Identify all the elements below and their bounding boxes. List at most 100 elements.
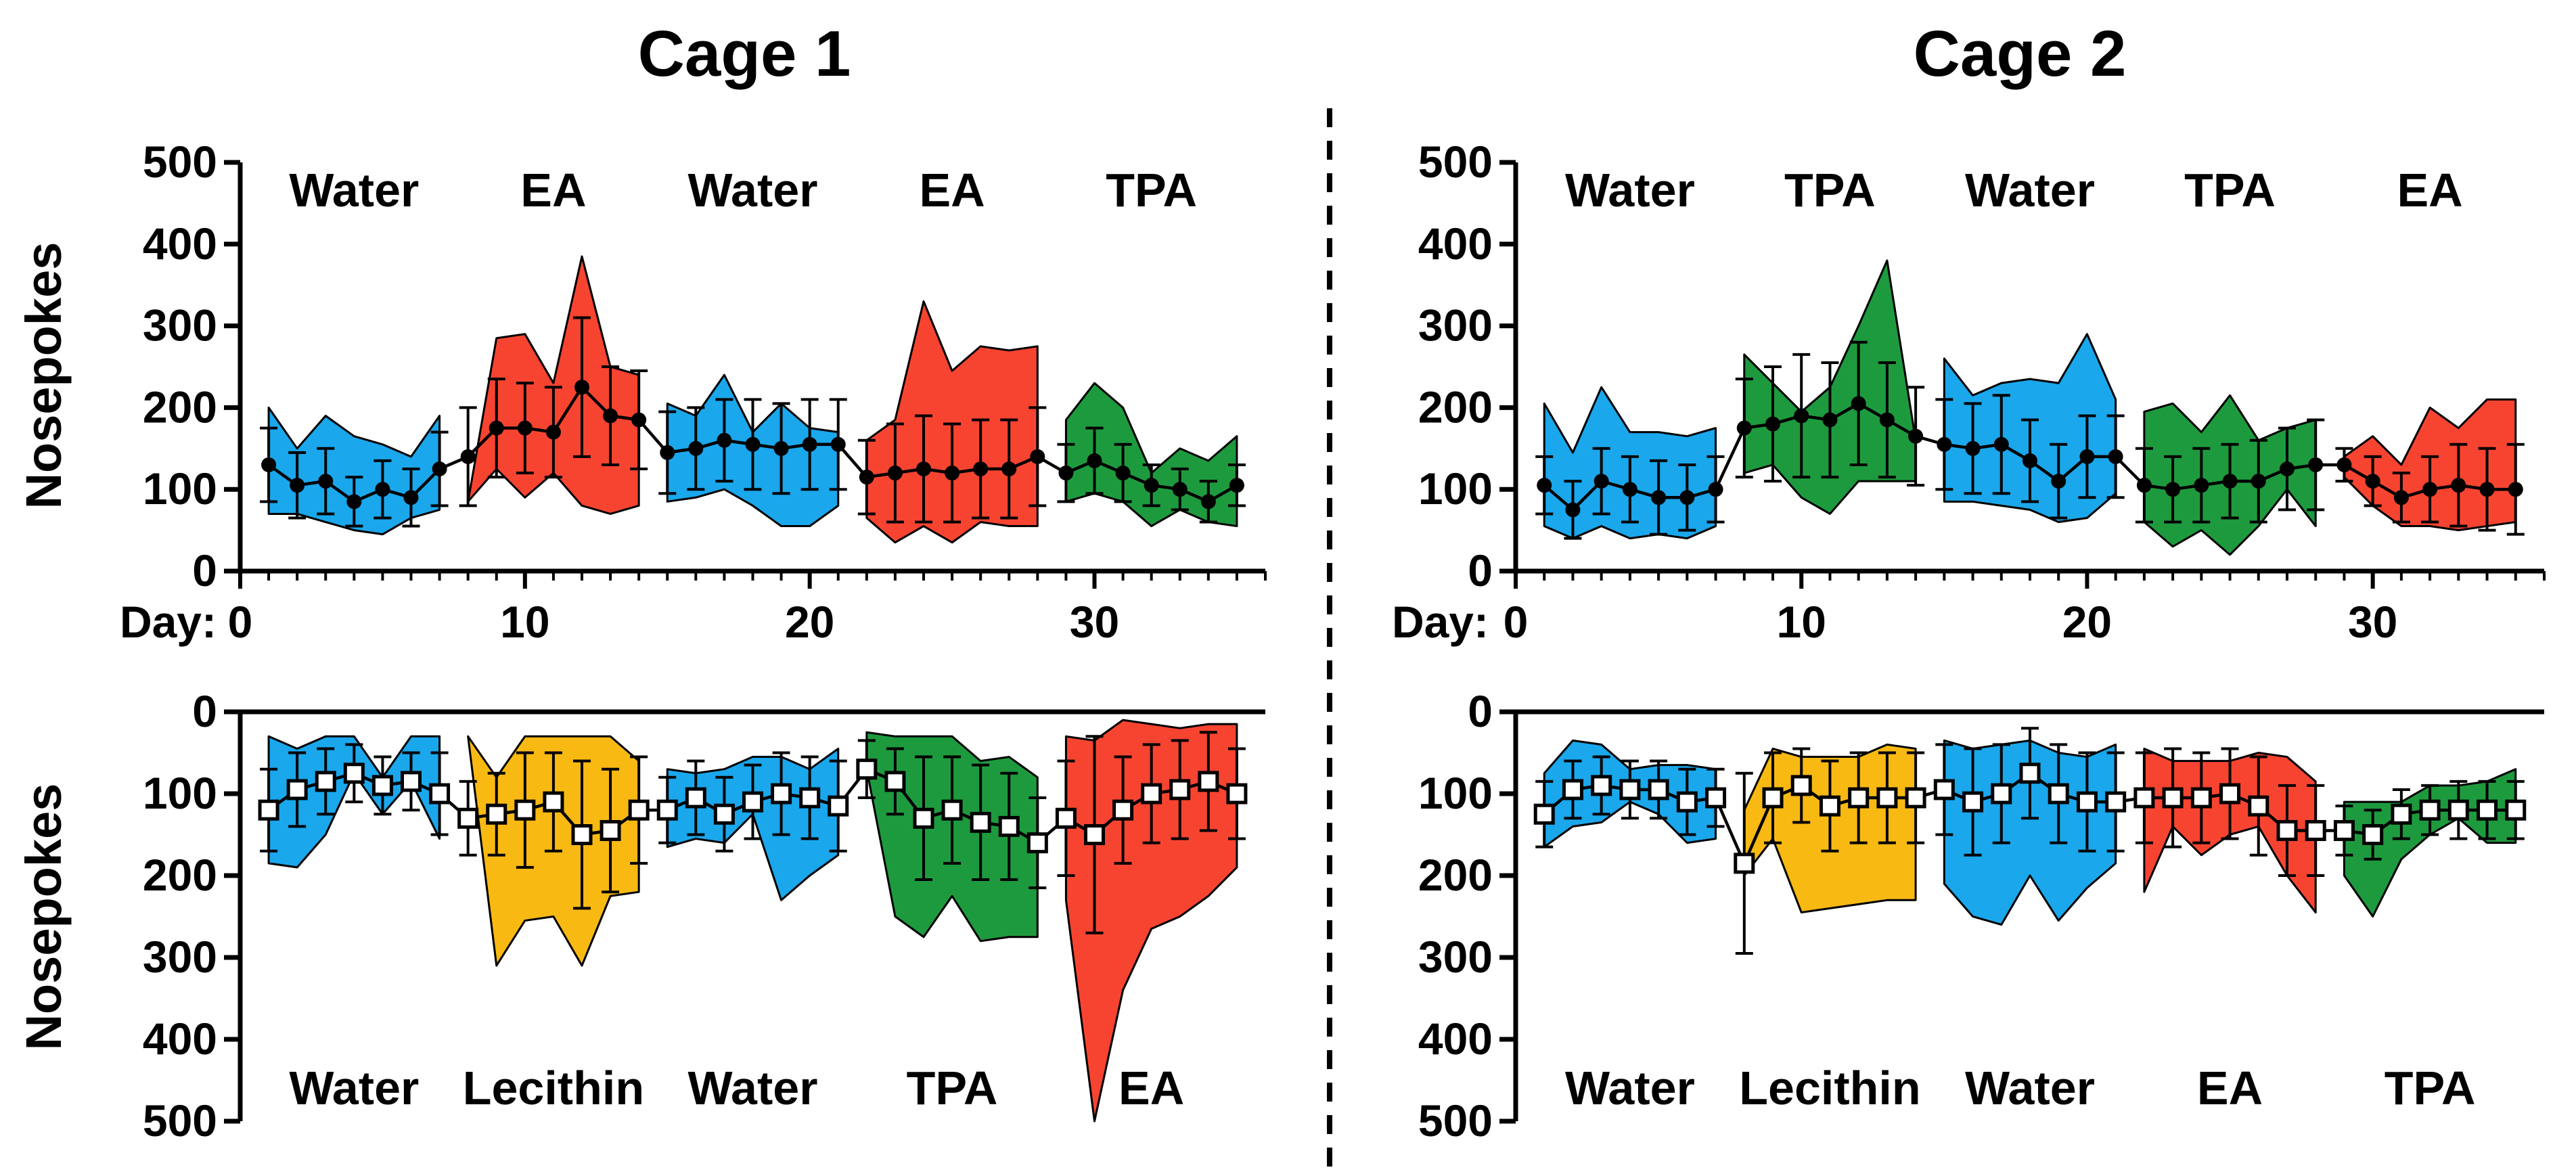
y-axis-label: Nosepokes <box>16 242 72 510</box>
data-point <box>1679 490 1695 505</box>
period-label-2: Water <box>688 1062 818 1114</box>
cage2-title: Cage 2 <box>1914 18 2127 90</box>
x-axis-label: Day: <box>120 597 217 647</box>
data-point <box>688 440 704 456</box>
data-point <box>2422 482 2438 497</box>
period-label-4: TPA <box>2385 1062 2476 1114</box>
data-point <box>1533 803 1555 825</box>
data-point <box>574 380 589 395</box>
period-area-0 <box>267 735 441 869</box>
data-point <box>2365 474 2380 489</box>
y-tick-label: 200 <box>143 850 217 900</box>
data-point <box>2308 457 2324 472</box>
data-point <box>945 466 960 481</box>
data-point <box>1229 478 1244 493</box>
data-point <box>1172 482 1188 497</box>
period-area-4 <box>1064 382 1238 528</box>
data-point <box>1905 787 1926 809</box>
x-tick-label: 20 <box>2062 597 2112 647</box>
data-point <box>859 470 874 485</box>
data-point <box>517 420 533 436</box>
data-point <box>1565 502 1581 518</box>
data-point <box>1705 787 1727 809</box>
data-point <box>2505 799 2527 821</box>
data-point <box>1708 482 1723 497</box>
x-tick-label: 30 <box>2348 597 2397 647</box>
data-point <box>1651 490 1667 505</box>
y-axis-label: Nosepokes <box>16 784 72 1051</box>
period-label-0: Water <box>1565 1062 1695 1114</box>
period-area-4 <box>2343 768 2517 918</box>
y-tick-label: 400 <box>1418 1014 1493 1064</box>
y-tick-label: 400 <box>143 219 217 269</box>
data-point <box>486 803 507 825</box>
data-point <box>432 461 447 476</box>
data-point <box>2079 449 2095 464</box>
data-point <box>1676 791 1698 813</box>
data-point <box>1026 832 1048 854</box>
period-label-1: Lecithin <box>1739 1062 1920 1114</box>
y-tick-label: 200 <box>1418 850 1493 900</box>
period-label-2: Water <box>688 164 818 217</box>
period-label-1: Lecithin <box>463 1062 644 1114</box>
data-point <box>1933 779 1955 800</box>
data-point <box>998 815 1020 837</box>
data-point <box>2162 787 2184 809</box>
data-point <box>543 791 564 813</box>
data-point <box>290 478 305 493</box>
data-point <box>2133 787 2155 809</box>
data-point <box>571 824 593 845</box>
data-point <box>1734 853 1755 874</box>
y-tick-label: 100 <box>143 463 217 514</box>
data-point <box>346 494 362 510</box>
data-point <box>970 811 991 833</box>
data-point <box>2023 453 2037 468</box>
y-tick-label: 500 <box>1418 137 1493 187</box>
period-label-1: TPA <box>1784 164 1876 217</box>
period-label-4: EA <box>2397 164 2462 217</box>
cage1-title: Cage 1 <box>638 18 851 90</box>
data-point <box>2194 478 2209 493</box>
y-tick-label: 100 <box>143 768 217 818</box>
x-tick-label: 30 <box>1070 597 1119 647</box>
data-point <box>631 412 647 428</box>
data-point <box>460 449 476 464</box>
data-point <box>2048 783 2069 805</box>
x-tick-label: 10 <box>1777 597 1826 647</box>
data-point <box>916 461 931 476</box>
data-point <box>1765 416 1780 432</box>
data-point <box>884 771 906 792</box>
data-point <box>1908 428 1924 444</box>
data-point <box>717 432 732 448</box>
data-point <box>2508 482 2523 497</box>
data-point <box>1648 779 1669 800</box>
data-point <box>1619 779 1641 800</box>
period-label-2: Water <box>1965 1062 2095 1114</box>
data-point <box>2477 799 2498 821</box>
data-point <box>1993 436 2009 452</box>
y-tick-label: 500 <box>1418 1095 1493 1146</box>
data-point <box>1591 775 1612 796</box>
data-point <box>1198 771 1219 792</box>
data-point <box>773 440 789 456</box>
y-tick-label: 500 <box>143 1095 217 1146</box>
data-point <box>2165 482 2181 497</box>
data-point <box>1962 791 1984 813</box>
y-tick-label: 100 <box>1418 768 1493 818</box>
y-tick-label: 0 <box>192 686 217 736</box>
data-point <box>1169 779 1191 800</box>
x-axis-label: Day: <box>1392 597 1489 647</box>
data-point <box>941 799 963 821</box>
data-point <box>1819 795 1840 817</box>
data-point <box>1144 478 1159 493</box>
data-point <box>1822 412 1838 428</box>
period-area-0 <box>267 406 441 536</box>
cage1-top-panel: Water EA Water EA TPA 0 100 200 300 400 500 0 10 20 30… <box>16 137 1267 647</box>
period-area-4 <box>1064 719 1238 1123</box>
data-point <box>2393 490 2409 505</box>
data-point <box>1200 494 1216 510</box>
y-tick-label: 300 <box>143 300 217 350</box>
data-point <box>2336 457 2352 472</box>
data-point <box>1084 824 1105 845</box>
